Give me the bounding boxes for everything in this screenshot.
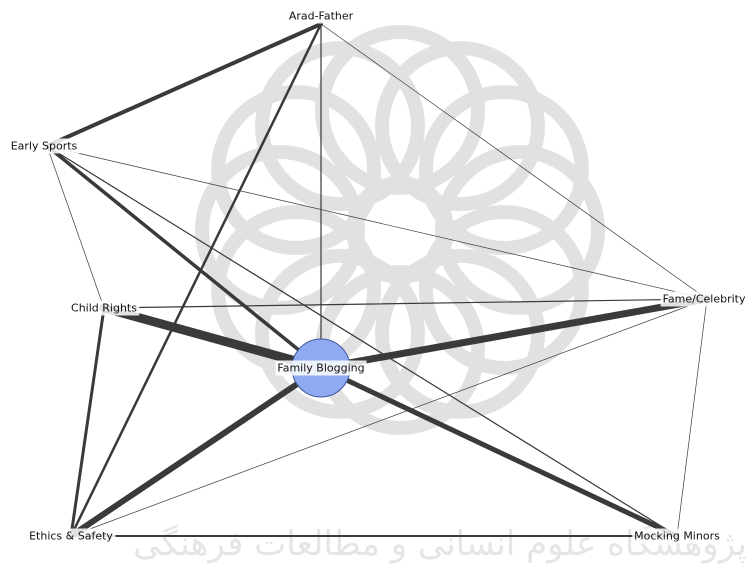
node-label-background (632, 528, 723, 544)
node-label: Family Blogging (277, 362, 364, 375)
node-label: Fame/Celebrity (663, 293, 746, 306)
node-label: Ethics & Safety (29, 530, 113, 543)
node-label: Arad-Father (289, 10, 354, 23)
edge-child_rights-ethics_safety (69, 306, 106, 538)
edge-family_blogging-ethics_safety (68, 365, 324, 539)
watermark-petal (255, 41, 425, 212)
watermark-logo: پژوهشگاه علوم انسانی و مطالعات فرهنگی (133, 25, 747, 564)
node-label-background (660, 291, 748, 307)
node-label-background (27, 528, 116, 544)
edge-fame_celebrity-family_blogging (317, 295, 711, 372)
edge-early_sports-mocking_minors (46, 145, 678, 537)
watermark-petal (375, 41, 545, 212)
node-label-background (8, 138, 80, 154)
node-mocking-minors[interactable]: Mocking Minors (632, 528, 723, 544)
node-label-background (69, 300, 140, 316)
watermark-rosette (195, 25, 605, 435)
watermark-petal (211, 85, 382, 255)
edge-early_sports-fame_celebrity (46, 145, 708, 300)
edge-child_rights-family_blogging (99, 303, 326, 373)
watermark-petal (375, 248, 545, 419)
watermark-petal (418, 85, 589, 255)
edge-arad_father-fame_celebrity (320, 23, 708, 300)
watermark-center (346, 176, 454, 284)
edge-fame_celebrity-ethics_safety (70, 298, 708, 537)
edge-fame_celebrity-mocking_minors (676, 298, 708, 537)
node-label: Early Sports (11, 140, 78, 153)
node-early-sports[interactable]: Early Sports (8, 138, 80, 154)
node-layer: Arad-Father Early Sports Child Rights Fame/… (8, 8, 748, 544)
node-child-rights[interactable]: Child Rights (69, 300, 140, 316)
edge-family_blogging-mocking_minors (318, 365, 680, 539)
edge-arad_father-ethics_safety (69, 22, 323, 538)
node-label: Mocking Minors (634, 530, 720, 543)
watermark-petal (255, 248, 425, 419)
edge-arad_father-early_sports (45, 22, 323, 148)
edge-early_sports-child_rights (46, 145, 105, 309)
watermark-petal (418, 205, 589, 375)
edge-child_rights-fame_celebrity (103, 298, 708, 309)
edge-layer (45, 22, 711, 539)
node-label-background (286, 8, 356, 24)
node-label-background (275, 360, 367, 376)
node-family-blogging[interactable]: Family Blogging (275, 338, 367, 398)
edge-early_sports-family_blogging (45, 144, 323, 370)
node-fame-celebrity[interactable]: Fame/Celebrity (660, 291, 748, 307)
node-ethics-safety[interactable]: Ethics & Safety (27, 528, 116, 544)
node-label: Child Rights (71, 302, 137, 315)
node-arad-father[interactable]: Arad-Father (286, 8, 356, 24)
